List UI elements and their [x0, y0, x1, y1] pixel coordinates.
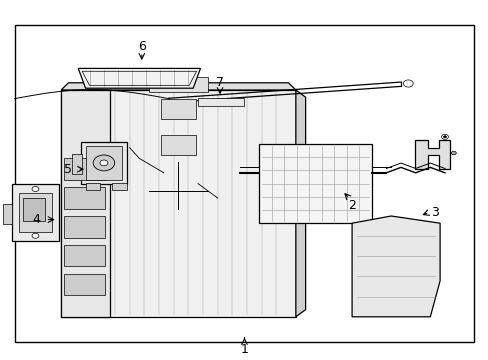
Bar	[72, 154, 82, 174]
Bar	[63, 245, 105, 266]
Circle shape	[32, 233, 39, 238]
Bar	[198, 98, 244, 106]
Bar	[63, 274, 105, 295]
Bar	[23, 198, 45, 221]
Circle shape	[32, 186, 39, 192]
Bar	[112, 183, 127, 190]
Bar	[15, 25, 473, 342]
Bar	[63, 216, 105, 238]
Circle shape	[93, 155, 114, 171]
Text: 3: 3	[430, 206, 438, 219]
Bar	[12, 184, 59, 241]
Text: 4: 4	[33, 213, 41, 226]
Bar	[61, 90, 110, 317]
Text: 5: 5	[64, 163, 72, 176]
Text: 6: 6	[138, 40, 145, 53]
Circle shape	[450, 151, 455, 155]
Polygon shape	[414, 140, 449, 169]
Polygon shape	[351, 216, 439, 317]
Bar	[19, 193, 52, 232]
Bar	[61, 90, 295, 317]
Polygon shape	[295, 90, 305, 317]
Bar	[85, 146, 122, 180]
Text: 2: 2	[347, 199, 355, 212]
Bar	[81, 142, 127, 184]
Bar	[3, 204, 12, 224]
Polygon shape	[61, 83, 295, 90]
Text: 7: 7	[216, 76, 224, 89]
Polygon shape	[78, 68, 200, 88]
Circle shape	[441, 134, 447, 139]
Bar	[161, 99, 195, 119]
Text: 1: 1	[240, 343, 248, 356]
Circle shape	[100, 160, 108, 166]
Bar	[161, 135, 195, 155]
Circle shape	[403, 80, 412, 87]
Bar	[259, 144, 371, 223]
Bar	[63, 187, 105, 209]
Circle shape	[443, 136, 446, 138]
Bar	[63, 158, 105, 180]
Bar	[149, 77, 207, 92]
Bar	[85, 183, 100, 190]
